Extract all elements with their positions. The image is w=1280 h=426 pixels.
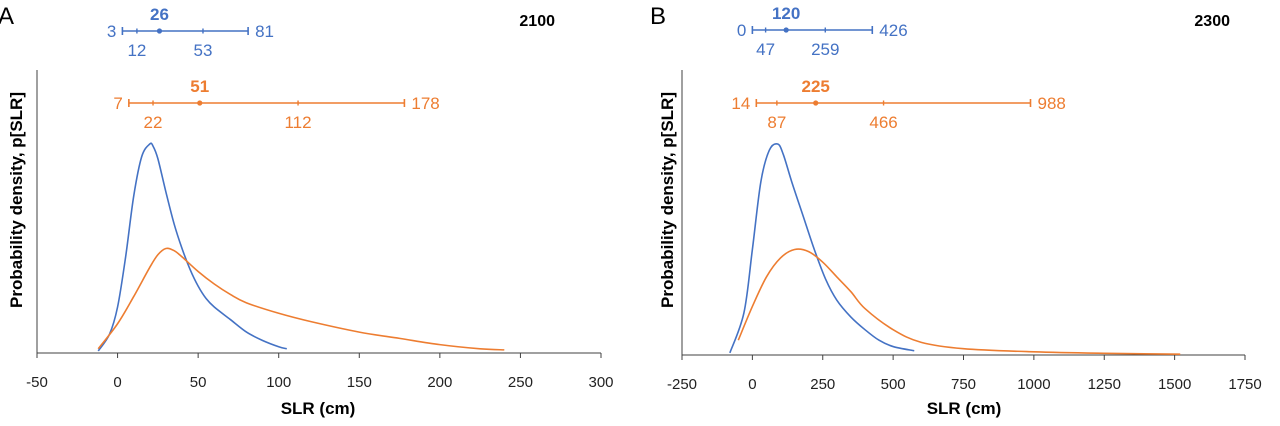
panel-a-plot-area: -50 0 50 100 150 200 250 300 3 81 12 53 26 7 178 22 112 5… bbox=[26, 5, 613, 391]
panel-a-x-tick-label-6: 250 bbox=[508, 374, 533, 391]
panel-a-range-orange: 7 178 22 112 51 bbox=[113, 77, 439, 132]
panel-b: B 2300 Probability density, p[SLR] SLR (… bbox=[650, 3, 1262, 418]
panel-a-range-orange-max-label: 178 bbox=[411, 94, 439, 113]
panel-a-year-label: 2100 bbox=[519, 13, 555, 30]
panel-b-x-tick-label-7: 1500 bbox=[1158, 376, 1191, 393]
panel-b-range-orange-max-label: 988 bbox=[1037, 94, 1065, 113]
panel-b-x-axis-label: SLR (cm) bbox=[927, 399, 1002, 418]
panel-a-range-orange-low-label: 22 bbox=[144, 113, 163, 132]
panel-b-year-label: 2300 bbox=[1194, 13, 1230, 30]
panel-b-x-tick-label-6: 1250 bbox=[1088, 376, 1121, 393]
panel-b-range-blue: 0 426 47 259 120 bbox=[737, 4, 908, 59]
panel-a-x-tick-label-1: 0 bbox=[113, 374, 121, 391]
panel-b-density-curve-orange bbox=[737, 248, 1181, 355]
panel-b-letter: B bbox=[650, 3, 666, 30]
panel-b-plot-area: -250 0 250 500 750 1000 1250 1500 1750 0 426 47 259 1… bbox=[667, 4, 1262, 393]
panel-a-x-tick-label-3: 100 bbox=[266, 374, 291, 391]
panel-a-range-blue-max-label: 81 bbox=[255, 22, 274, 41]
panel-b-range-blue-low-label: 47 bbox=[756, 40, 775, 59]
panel-a: A 2100 Probability density, p[SLR] SLR (… bbox=[0, 3, 614, 418]
panel-b-range-orange-min-label: 14 bbox=[731, 94, 750, 113]
panel-b-x-tick-label-1: 0 bbox=[748, 376, 756, 393]
panel-b-range-blue-high-label: 259 bbox=[811, 40, 839, 59]
panel-a-letter: A bbox=[0, 3, 14, 30]
panel-a-range-orange-median-label: 51 bbox=[190, 77, 209, 96]
panel-b-x-tick-label-5: 1000 bbox=[1017, 376, 1050, 393]
panel-a-x-axis-label: SLR (cm) bbox=[281, 399, 356, 418]
panel-a-range-blue-high-label: 53 bbox=[194, 41, 213, 60]
panel-b-range-orange: 14 988 87 466 225 bbox=[731, 77, 1065, 132]
panel-b-density-curve-blue bbox=[729, 143, 915, 354]
panel-a-range-orange-median-marker bbox=[197, 100, 203, 106]
panel-b-range-orange-low-label: 87 bbox=[767, 113, 786, 132]
panel-a-x-tick-label-2: 50 bbox=[190, 374, 207, 391]
panel-a-range-orange-high-label: 112 bbox=[284, 113, 311, 132]
panel-b-y-axis-label: Probability density, p[SLR] bbox=[658, 92, 677, 308]
panel-b-x-tick-label-4: 750 bbox=[951, 376, 976, 393]
panel-b-x-tick-label-8: 1750 bbox=[1228, 376, 1261, 393]
panel-b-range-orange-median-marker bbox=[813, 100, 819, 106]
panel-b-x-tick-label-2: 250 bbox=[810, 376, 835, 393]
panel-a-y-axis-label: Probability density, p[SLR] bbox=[7, 92, 26, 308]
panel-a-range-blue-low-label: 12 bbox=[127, 41, 146, 60]
panel-a-x-tick-label-4: 150 bbox=[347, 374, 372, 391]
panel-a-x-tick-label-5: 200 bbox=[427, 374, 452, 391]
panel-a-density-curve-orange bbox=[97, 247, 505, 351]
panel-b-range-orange-high-label: 466 bbox=[869, 113, 897, 132]
panel-b-range-blue-min-label: 0 bbox=[737, 21, 746, 40]
panel-b-x-tick-label-0: -250 bbox=[667, 376, 697, 393]
panel-a-range-blue-median-label: 26 bbox=[150, 5, 169, 24]
panel-a-x-tick-label-0: -50 bbox=[26, 374, 48, 391]
panel-b-range-orange-median-label: 225 bbox=[802, 77, 830, 96]
panel-b-range-blue-median-label: 120 bbox=[772, 4, 800, 23]
panel-a-range-orange-min-label: 7 bbox=[113, 94, 122, 113]
panel-a-range-blue-median-marker bbox=[156, 28, 163, 34]
panel-a-x-tick-label-7: 300 bbox=[588, 374, 613, 391]
panel-b-x-tick-label-3: 500 bbox=[881, 376, 906, 393]
panel-b-range-blue-median-marker bbox=[783, 27, 789, 33]
panel-a-range-blue-min-label: 3 bbox=[107, 22, 116, 41]
panel-a-density-curve-blue bbox=[97, 142, 287, 352]
panel-b-range-blue-max-label: 426 bbox=[879, 21, 907, 40]
panel-a-range-blue: 3 81 12 53 26 bbox=[107, 5, 274, 60]
